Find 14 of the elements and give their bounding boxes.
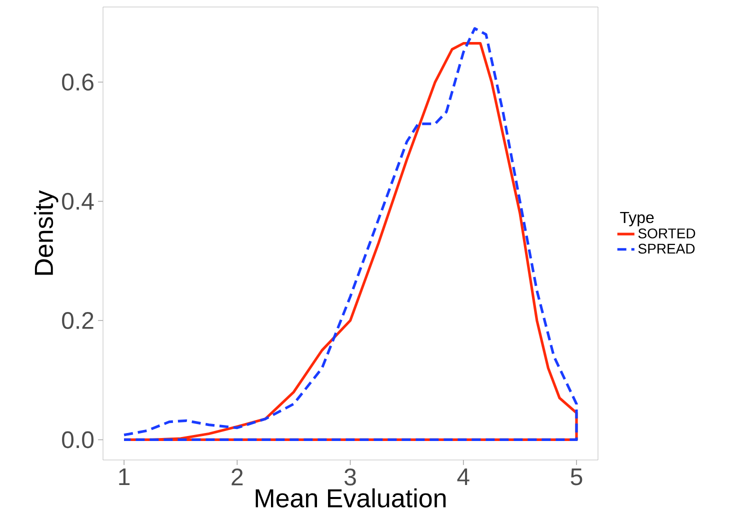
x-axis-title: Mean Evaluation bbox=[256, 488, 446, 508]
y-axis-title: Density bbox=[34, 190, 58, 275]
y-tick-label: 0.0 bbox=[62, 431, 94, 448]
x-tick-label: 4 bbox=[457, 468, 470, 486]
y-tick-label: 0.4 bbox=[62, 192, 94, 210]
legend-title: Type bbox=[620, 212, 654, 226]
x-tick-label: 5 bbox=[570, 468, 582, 486]
x-tick-label: 2 bbox=[232, 468, 243, 486]
y-tick-label: 0.2 bbox=[62, 312, 94, 330]
x-tick-label: 3 bbox=[344, 468, 356, 486]
legend-label: SPREAD bbox=[638, 244, 695, 254]
y-tick-label: 0.6 bbox=[62, 74, 94, 91]
legend-label: SORTED bbox=[638, 228, 696, 238]
x-tick-label: 1 bbox=[119, 468, 130, 486]
